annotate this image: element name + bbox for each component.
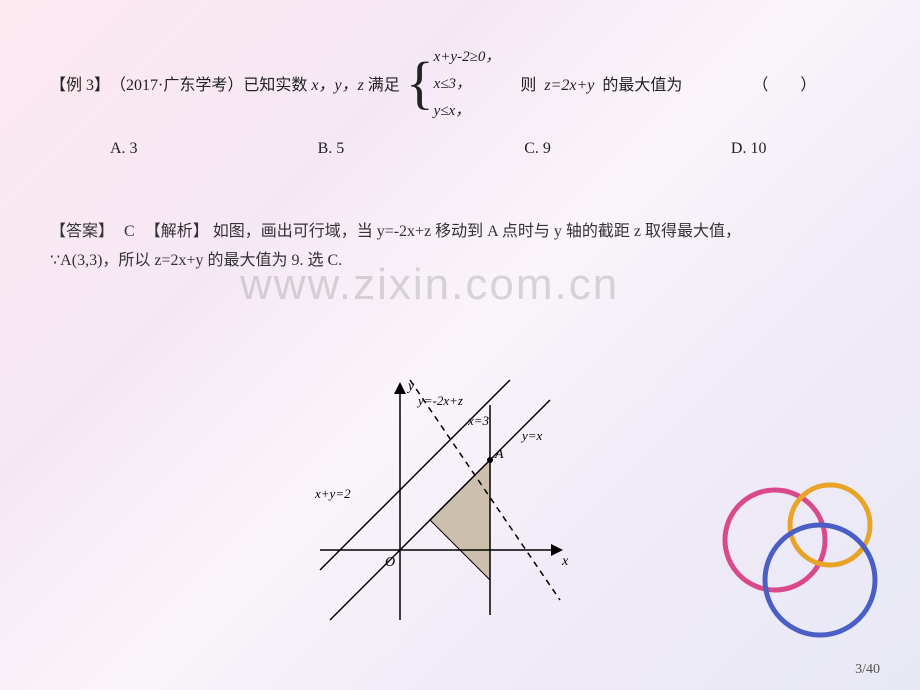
choice-a: A. 3: [110, 140, 138, 158]
blank-paren: （ ）: [752, 71, 816, 95]
choice-b: B. 5: [318, 140, 345, 158]
expr-text: z=2x+y: [544, 77, 594, 94]
x3-label: x=3: [467, 413, 490, 428]
origin-label: O: [385, 555, 395, 570]
choice-d: D. 10: [731, 140, 767, 158]
page-number: 3/40: [855, 662, 880, 678]
then-text: 则: [520, 77, 536, 94]
choice-c: C. 9: [524, 140, 551, 158]
constraint-1: x+y-2≥0，: [434, 45, 501, 66]
feasible-region-diagram: y x O y=-2x+z x=3 y=x x+y=2 A: [300, 370, 580, 630]
dashline-label: y=-2x+z: [416, 393, 463, 408]
choices-row: A. 3 B. 5 C. 9 D. 10: [50, 140, 870, 158]
explanation-label: 【解析】: [145, 223, 209, 240]
problem-source: （2017·广东学考）已知实数: [110, 71, 307, 95]
answer-label: 【答案】: [50, 223, 114, 240]
problem-statement: 【例 3】 （2017·广东学考）已知实数 x，y，z 满足 { x+y-2≥0…: [50, 45, 870, 120]
satisfy-text: 满足: [368, 71, 400, 95]
problem-vars: x，y，z: [311, 71, 363, 95]
x-axis-label: x: [561, 554, 569, 569]
answer-value: C: [124, 223, 135, 240]
ask-text: 的最大值为: [602, 77, 682, 94]
xy2-label: x+y=2: [314, 486, 351, 501]
constraint-2: x≤3，: [434, 72, 501, 93]
constraint-3: y≤x，: [434, 99, 501, 120]
left-brace: {: [406, 54, 434, 112]
point-a-label: A: [494, 447, 504, 462]
example-label: 【例 3】: [50, 71, 110, 95]
explanation-line1: 如图，画出可行域，当 y=-2x+z 移动到 A 点时与 y 轴的截距 z 取得…: [213, 223, 741, 240]
decorative-circles: [720, 470, 900, 650]
watermark: www.zixin.com.cn: [240, 260, 619, 310]
y-axis-label: y: [406, 379, 415, 394]
yx-label: y=x: [520, 428, 543, 443]
